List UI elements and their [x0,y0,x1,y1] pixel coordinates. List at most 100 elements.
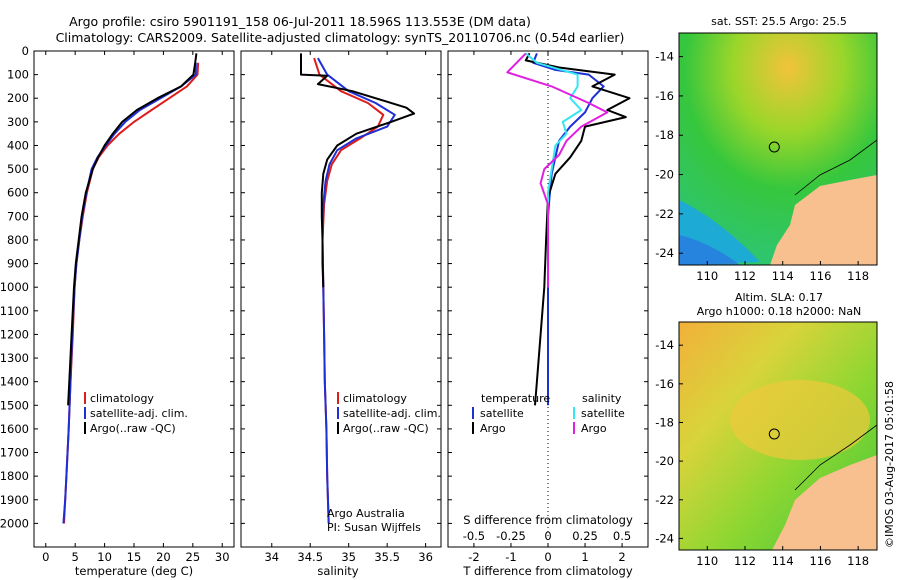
plot-frame [33,50,235,548]
x-tick-label: 1 [581,550,588,564]
lat-tick-label: -16 [655,89,674,103]
lat-tick-label: -20 [655,454,674,468]
annotation-argo-australia: Argo Australia [327,507,405,520]
temperature-xlabel: temperature (deg C) [75,564,193,578]
y-tick-label: 400 [7,138,29,152]
lon-tick-label: 118 [847,554,869,568]
series-line-climatology [63,62,200,524]
y-tick-label: 600 [7,186,29,200]
series-line-argo [524,52,631,406]
plot-frame [240,50,442,548]
y-tick-label: 1200 [0,327,29,341]
x-tick-label: 20 [156,550,171,564]
sla-map-axes: 110 112 114 116 118 -14 -16 -18 -20 -22 -24 [655,338,869,568]
y-tick-label: 2000 [0,516,29,530]
difference-xlabel-top: S difference from climatology [463,513,633,527]
x-top-tick-label: 0.25 [572,529,598,543]
lat-tick-label: -14 [655,50,674,64]
sla-map-title-line1: Altim. SLA: 0.17 [735,291,823,304]
y-tick-label: 800 [7,233,29,247]
legend-label-climatology: climatology [90,392,154,405]
series-line-sat_salinity [525,52,583,288]
coastline-contour [794,424,877,491]
x-tick-label: 35 [341,550,356,564]
y-tick-label: 300 [7,115,29,129]
y-tick-label: 1700 [0,446,29,460]
x-tick-label: 0 [544,550,551,564]
series-line-argo [67,53,198,406]
y-tick-label: 1400 [0,375,29,389]
lon-tick-label: 110 [696,269,718,283]
sst-map-title: sat. SST: 25.5 Argo: 25.5 [711,15,847,28]
x-top-tick-label: -0.25 [496,529,526,543]
x-tick-label: 30 [215,550,230,564]
annotation-pi: PI: Susan Wijffels [327,521,421,534]
lon-tick-label: 110 [696,554,718,568]
figure-title-line1: Argo profile: csiro 5901191_158 06-Jul-2… [69,14,531,29]
salinity-xlabel: salinity [317,564,358,578]
y-tick-label: 1900 [0,493,29,507]
figure-title-line2: Climatology: CARS2009. Satellite-adjuste… [56,30,625,45]
x-tick-label: 36 [418,550,433,564]
lat-tick-label: -18 [655,415,674,429]
y-tick-label: 200 [7,91,29,105]
y-tick-label: 0 [22,44,29,58]
temperature-panel: 0100200300400500600700800900100011001200… [0,44,235,564]
x-tick-label: 35.5 [374,550,400,564]
y-tick-label: 1300 [0,351,29,365]
legend-label-temp-argo: Argo [480,422,506,435]
difference-legend: temperature salinity satellite Argo sate… [472,392,625,435]
x-tick-label: 34.5 [297,550,323,564]
legend-header-salinity: salinity [582,392,622,405]
sla-map-title-line2: Argo h1000: 0.18 h2000: NaN [697,305,862,318]
imos-credit: ©IMOS 03-Aug-2017 05:01:58 [883,381,896,548]
x-tick-label: -2 [468,550,479,564]
lat-tick-label: -22 [655,493,674,507]
cold-water-region [679,235,740,265]
y-tick-label: 700 [7,209,29,223]
argo-location-marker [768,428,780,440]
x-tick-label: 2 [618,550,625,564]
legend-label-argo: Argo(..raw -QC) [90,422,176,435]
y-tick-label: 1500 [0,398,29,412]
lat-tick-label: -24 [655,531,674,545]
x-tick-label: 0 [42,550,49,564]
difference-xlabel: T difference from climatology [462,564,633,578]
legend-label-sal-argo: Argo [581,422,607,435]
lat-tick-label: -20 [655,168,674,182]
y-tick-label: 1000 [0,280,29,294]
sla-map: Altim. SLA: 0.17 Argo h1000: 0.18 h2000:… [655,291,878,568]
lat-tick-label: -18 [655,128,674,142]
sst-map: sat. SST: 25.5 Argo: 25.5 110 112 114 116 11… [655,15,878,283]
y-tick-label: 1600 [0,422,29,436]
sla-high-region [730,380,870,460]
x-top-tick-label: 0.5 [613,529,631,543]
x-tick-label: 25 [186,550,201,564]
x-tick-label: -1 [505,550,516,564]
legend-label-sal-satellite: satellite [581,407,625,420]
lat-tick-label: -24 [655,246,674,260]
legend-header-temperature: temperature [481,392,550,405]
y-tick-label: 900 [7,257,29,271]
lat-tick-label: -14 [655,338,674,352]
legend-label-climatology: climatology [343,392,407,405]
series-line-satellite [62,62,197,524]
x-tick-label: 5 [72,550,79,564]
y-tick-label: 500 [7,162,29,176]
x-tick-label: 34 [264,550,279,564]
argo-location-marker [768,141,780,153]
lat-tick-label: -16 [655,377,674,391]
x-top-tick-label: -0.5 [463,529,485,543]
series-line-argo_salinity [506,52,609,288]
lon-tick-label: 114 [772,269,794,283]
x-tick-label: 15 [127,550,142,564]
temperature-legend: climatology satellite-adj. clim. Argo(..… [84,392,188,435]
land-australia [770,175,877,265]
sst-map-axes: 110 112 114 116 118 -14 -16 -18 -20 -22 -24 [655,50,869,283]
coastline-contour [794,139,877,196]
lon-tick-label: 116 [809,554,831,568]
salinity-panel: 34 34.5 35 35.5 36 [240,50,442,564]
lon-tick-label: 116 [809,269,831,283]
